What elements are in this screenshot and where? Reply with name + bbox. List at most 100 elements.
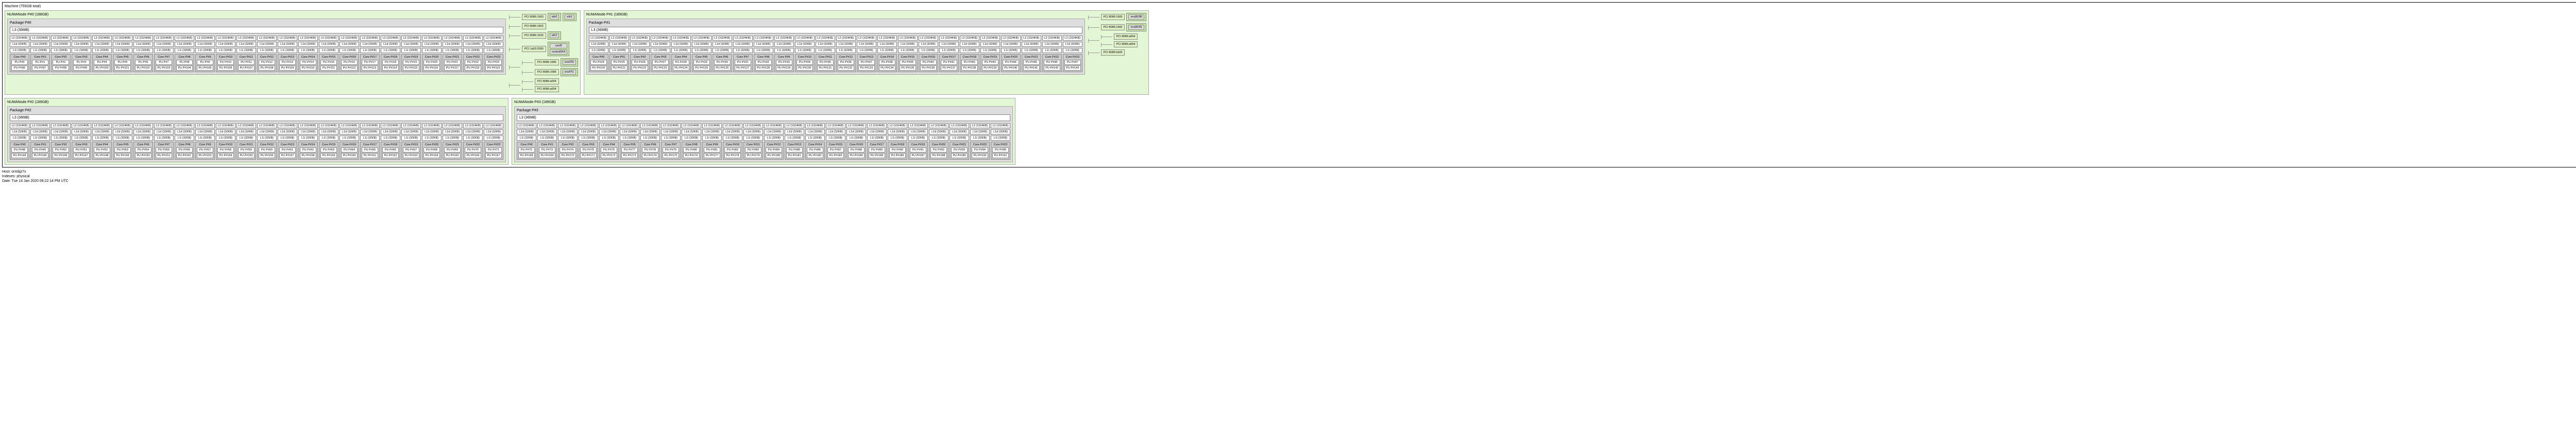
l1i-cache: L1i (32KB): [1042, 48, 1062, 53]
core-row: Core P#0PU P#24PU P#120Core P#1PU P#25PU…: [589, 54, 1082, 72]
pu: PU P#21: [444, 60, 461, 65]
l2-cache: L2 (1024KB): [1063, 36, 1082, 41]
package-title: Package P#1: [589, 21, 1082, 25]
pu: PU P#110: [300, 65, 316, 71]
l2-cache: L2 (1024KB): [960, 36, 979, 41]
core: Core P#6PU P#6PU P#102: [133, 54, 153, 72]
pu: PU P#191: [992, 153, 1009, 158]
pu: PU P#72: [518, 147, 535, 153]
core-label: Core P#8: [683, 143, 700, 146]
pu: PU P#99: [73, 65, 90, 71]
l1d-cache: L1d (32KB): [1063, 42, 1082, 47]
pci-bridge: PCI 8086:a654PCI 8086:a654: [1101, 33, 1138, 47]
core: Core P#15PU P#15PU P#111: [319, 54, 338, 72]
pu: PU P#75: [580, 147, 597, 153]
l1d-cache: L1d (32KB): [867, 129, 887, 134]
l1i-cache: L1i (32KB): [92, 48, 112, 53]
core: Core P#20PU P#68PU P#164: [422, 142, 442, 160]
l2-cache: L2 (1024KB): [484, 123, 503, 128]
l1i-cache: L1i (32KB): [113, 136, 132, 141]
pu: PU P#161: [362, 153, 378, 158]
l2-cache: L2 (1024KB): [743, 123, 763, 128]
pci-card: eth1: [563, 13, 577, 21]
l1d-cache: L1d (32KB): [381, 129, 400, 134]
core-label: Core P#5: [693, 56, 710, 59]
pu: PU P#68: [423, 147, 440, 153]
pu: PU P#177: [704, 153, 720, 158]
core: Core P#21PU P#45PU P#141: [1022, 54, 1041, 72]
core: Core P#23PU P#95PU P#191: [991, 142, 1010, 160]
pu: PU P#82: [724, 147, 741, 153]
l1d-cache: L1d (32KB): [980, 42, 1000, 47]
pu: PU P#179: [745, 153, 761, 158]
l1i-cache: L1i (32KB): [764, 136, 784, 141]
l1d-cache: L1d (32KB): [774, 42, 794, 47]
l1i-cache: L1i (32KB): [463, 48, 483, 53]
l1i-cache: L1i (32KB): [723, 136, 742, 141]
l2-cache: L2 (1024KB): [671, 36, 691, 41]
l2-cache: L2 (1024KB): [381, 36, 400, 41]
pci-card-label: ens803f0: [1128, 14, 1144, 20]
l1i-cache: L1i (32KB): [381, 136, 400, 141]
pu: PU P#35: [817, 60, 834, 65]
core: Core P#2PU P#74PU P#170: [558, 142, 578, 160]
pu: PU P#31: [735, 60, 751, 65]
cache-row-l1i: L1i (32KB)L1i (32KB)L1i (32KB)L1i (32KB)…: [10, 136, 503, 141]
core-label: Core P#11: [238, 56, 255, 59]
core: Core P#1PU P#73PU P#169: [537, 142, 557, 160]
l1d-cache: L1d (32KB): [278, 42, 297, 47]
l2-cache: L2 (1024KB): [236, 36, 256, 41]
core: Core P#12PU P#12PU P#108: [257, 54, 277, 72]
l3-cache: L3 (36MB): [10, 27, 503, 33]
core: Core P#16PU P#40PU P#136: [919, 54, 938, 72]
core: Core P#23PU P#23PU P#119: [484, 54, 503, 72]
l1d-cache: L1d (32KB): [319, 42, 338, 47]
l1d-cache: L1d (32KB): [360, 129, 380, 134]
pu: PU P#62: [300, 147, 316, 153]
core-label: Core P#15: [900, 56, 916, 59]
core-label: Core P#20: [930, 143, 947, 146]
pu: PU P#142: [1044, 65, 1060, 71]
core-label: Core P#5: [621, 143, 638, 146]
l1i-cache: L1i (32KB): [72, 48, 91, 53]
pu: PU P#54: [135, 147, 151, 153]
l1i-cache: L1i (32KB): [484, 48, 503, 53]
core: Core P#19PU P#91PU P#187: [908, 142, 928, 160]
core-label: Core P#11: [238, 143, 255, 146]
pu: PU P#131: [817, 65, 834, 71]
pci-device: PCI 8086:1586: [535, 59, 559, 65]
branch-icon: [509, 67, 520, 68]
pci-row: PCI 8086:1586ensf7f0: [522, 58, 578, 66]
core: Core P#21PU P#69PU P#165: [443, 142, 462, 160]
l2-cache: L2 (1024KB): [640, 123, 660, 128]
core: Core P#22PU P#70PU P#166: [463, 142, 483, 160]
pu: PU P#33: [776, 60, 792, 65]
core-label: Core P#21: [444, 56, 461, 59]
l2-cache: L2 (1024KB): [651, 36, 670, 41]
l2-cache: L2 (1024KB): [401, 123, 421, 128]
core: Core P#13PU P#13PU P#109: [278, 54, 297, 72]
l2-cache: L2 (1024KB): [846, 123, 866, 128]
core: Core P#4PU P#28PU P#124: [671, 54, 691, 72]
l1d-cache: L1d (32KB): [443, 42, 462, 47]
l2-cache: L2 (1024KB): [154, 36, 174, 41]
l1i-cache: L1i (32KB): [692, 48, 711, 53]
core: Core P#1PU P#49PU P#145: [30, 142, 50, 160]
pu: PU P#51: [73, 147, 90, 153]
pu: PU P#134: [879, 65, 895, 71]
l2-cache: L2 (1024KB): [278, 36, 297, 41]
core: Core P#5PU P#77PU P#173: [620, 142, 639, 160]
pu: PU P#74: [560, 147, 576, 153]
core: Core P#6PU P#30PU P#126: [713, 54, 732, 72]
core-label: Core P#6: [642, 143, 658, 146]
l1d-cache: L1d (32KB): [826, 129, 845, 134]
pu: PU P#92: [930, 147, 947, 153]
l1i-cache: L1i (32KB): [671, 48, 691, 53]
core-label: Core P#9: [776, 56, 792, 59]
package: Package P#1L3 (36MB)L2 (1024KB)L2 (1024K…: [586, 19, 1085, 75]
core-label: Core P#14: [300, 56, 316, 59]
core: Core P#11PU P#83PU P#179: [743, 142, 763, 160]
core-label: Core P#10: [724, 143, 741, 146]
l2-cache: L2 (1024KB): [609, 36, 629, 41]
core-label: Core P#23: [1064, 56, 1081, 59]
